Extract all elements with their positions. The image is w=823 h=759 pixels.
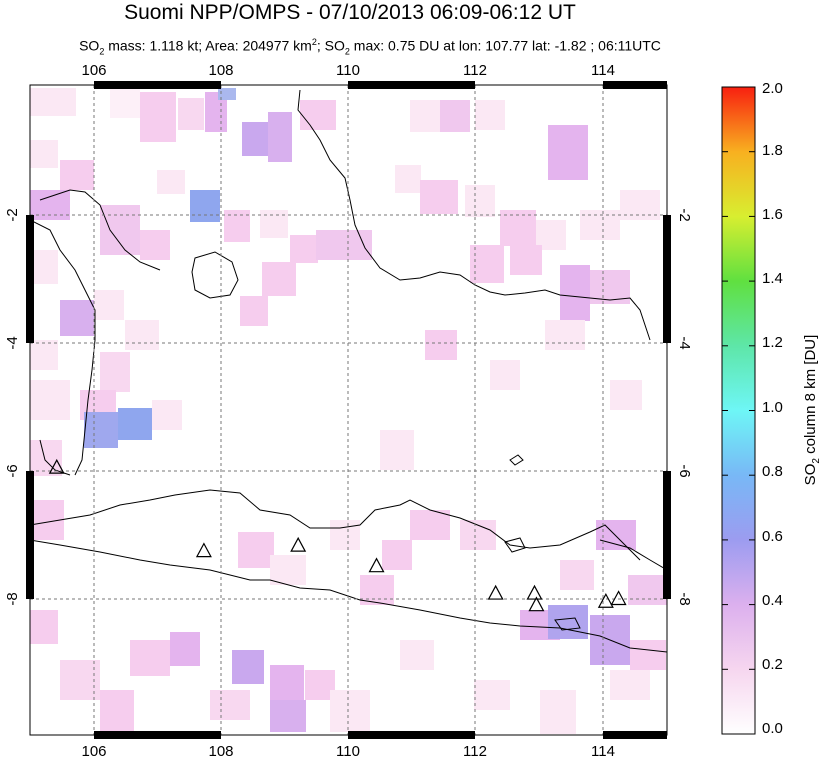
cb-tick-3: 0.6 bbox=[762, 528, 783, 545]
colorbar-tick-labels: 0.0 0.2 0.4 0.6 0.8 1.0 1.2 1.4 1.6 1.8 … bbox=[762, 80, 783, 737]
lat-right-m4: -4 bbox=[676, 336, 693, 349]
lon-top-106: 106 bbox=[81, 62, 106, 79]
lon-top-114: 114 bbox=[591, 62, 615, 79]
lon-bottom-114: 114 bbox=[591, 743, 615, 759]
volcano-triangle-icon bbox=[368, 557, 385, 573]
lon-bottom-112: 112 bbox=[463, 743, 487, 759]
lon-tick-labels: 106 108 110 112 114 106 108 110 112 114 bbox=[81, 62, 614, 759]
lon-top-108: 108 bbox=[208, 62, 233, 79]
lat-left-m2: -2 bbox=[4, 208, 21, 221]
so2-pixel-layer bbox=[30, 88, 667, 734]
lon-bottom-108: 108 bbox=[208, 743, 233, 759]
volcano-triangle-icon bbox=[195, 542, 212, 558]
cb-tick-6: 1.2 bbox=[762, 334, 783, 351]
cb-tick-10: 2.0 bbox=[762, 80, 783, 97]
volcano-triangle-icon bbox=[290, 536, 307, 552]
cb-tick-1: 0.2 bbox=[762, 656, 783, 673]
cb-tick-0: 0.0 bbox=[762, 720, 783, 737]
cb-tick-2: 0.4 bbox=[762, 592, 783, 609]
lat-right-m8: -8 bbox=[676, 592, 693, 605]
lon-bottom-110: 110 bbox=[336, 743, 360, 759]
lat-right-m2: -2 bbox=[676, 208, 693, 221]
lat-left-m8: -8 bbox=[4, 592, 21, 605]
coastline-layer bbox=[30, 89, 667, 653]
lat-left-m4: -4 bbox=[4, 336, 21, 349]
map-subtitle: SO2 mass: 1.118 kt; Area: 204977 km2; SO… bbox=[79, 37, 661, 57]
colorbar-label: SO2 column 8 km [DU] bbox=[802, 335, 822, 486]
lat-tick-labels: -2 -4 -6 -8 -2 -4 -6 -8 bbox=[4, 208, 693, 605]
lon-bottom-106: 106 bbox=[81, 743, 106, 759]
graticule bbox=[30, 85, 667, 735]
cb-tick-8: 1.6 bbox=[762, 206, 783, 223]
volcano-triangle-icon bbox=[528, 596, 545, 612]
lon-top-110: 110 bbox=[336, 62, 360, 79]
volcano-triangle-icon bbox=[487, 584, 504, 600]
frame-scale-bars bbox=[26, 81, 671, 739]
volcano-triangle-icon bbox=[597, 592, 614, 608]
map-title: Suomi NPP/OMPS - 07/10/2013 06:09-06:12 … bbox=[124, 1, 576, 24]
volcano-triangle-icon bbox=[526, 584, 543, 600]
cb-tick-7: 1.4 bbox=[762, 270, 783, 287]
lat-right-m6: -6 bbox=[676, 464, 693, 477]
colorbar-ticks bbox=[722, 86, 755, 735]
cb-tick-5: 1.0 bbox=[762, 399, 783, 416]
volcano-triangle-icon bbox=[48, 458, 65, 474]
lat-left-m6: -6 bbox=[4, 464, 21, 477]
volcano-markers bbox=[48, 458, 627, 612]
cb-tick-4: 0.8 bbox=[762, 463, 783, 480]
lon-top-112: 112 bbox=[463, 62, 487, 79]
volcano-triangle-icon bbox=[610, 590, 627, 606]
cb-tick-9: 1.8 bbox=[762, 142, 783, 159]
